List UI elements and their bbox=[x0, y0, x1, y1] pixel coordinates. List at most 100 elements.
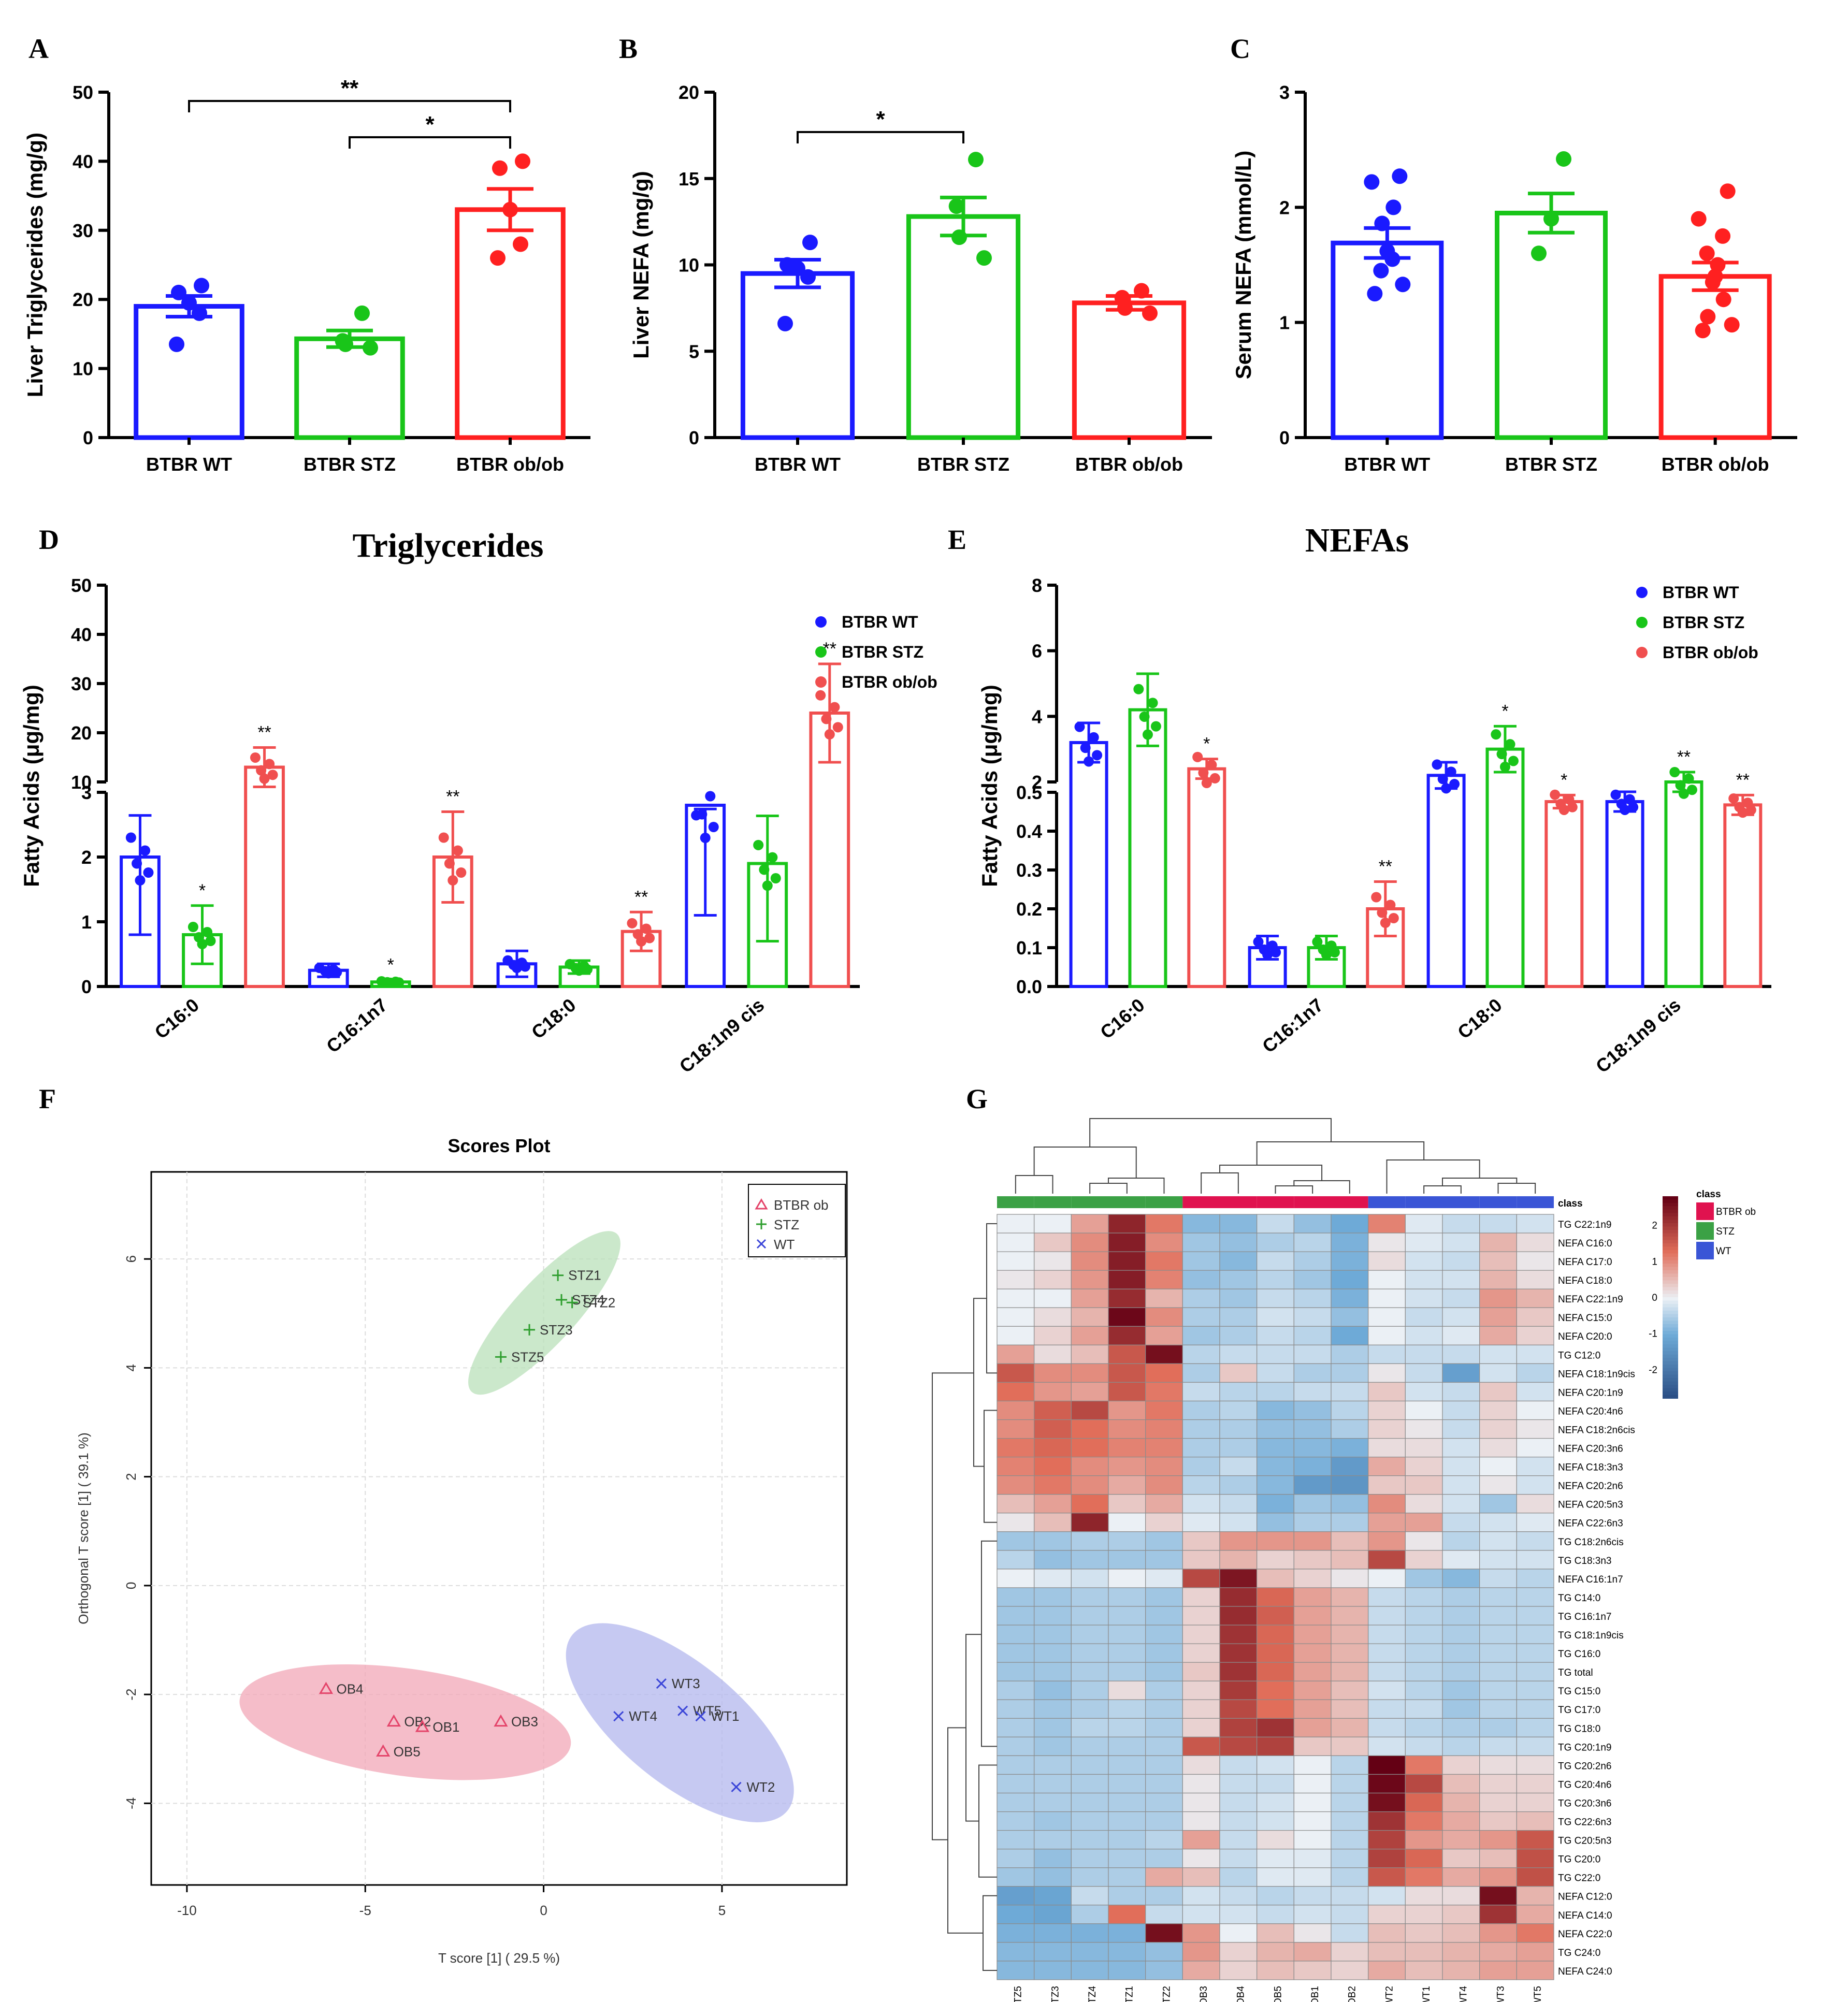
heatmap-cell bbox=[1071, 1569, 1109, 1588]
data-point bbox=[171, 284, 186, 300]
heatmap-cell bbox=[1405, 1755, 1443, 1775]
data-point bbox=[444, 858, 455, 869]
heatmap-cell bbox=[1405, 1457, 1443, 1476]
y-tick-label: 0.2 bbox=[1016, 898, 1042, 920]
heatmap-cell bbox=[1034, 1905, 1072, 1924]
heatmap-cell bbox=[1219, 1270, 1258, 1289]
heatmap-cell bbox=[1257, 1811, 1294, 1831]
row-label: NEFA C20:3n6 bbox=[1558, 1444, 1623, 1455]
heatmap-cell bbox=[1479, 1232, 1517, 1252]
heatmap-cell bbox=[1479, 1344, 1517, 1364]
heatmap-cell bbox=[1182, 1326, 1220, 1345]
bar bbox=[1658, 274, 1772, 440]
heatmap-cell bbox=[1293, 1830, 1332, 1850]
heatmap-cell bbox=[1405, 1400, 1443, 1420]
category-label: C16:0 bbox=[151, 994, 203, 1043]
column-dendrogram bbox=[1089, 1183, 1128, 1194]
heatmap-cell bbox=[1331, 1792, 1369, 1812]
heatmap-cell bbox=[1108, 1718, 1146, 1737]
heatmap-cell bbox=[997, 1830, 1035, 1850]
heatmap-cell bbox=[1182, 1214, 1220, 1234]
data-point bbox=[1675, 780, 1686, 791]
heatmap-cell bbox=[1182, 1643, 1220, 1663]
heatmap-cell bbox=[1368, 1811, 1406, 1831]
heatmap-cell bbox=[1368, 1942, 1406, 1962]
heatmap-cell bbox=[1368, 1662, 1406, 1681]
score-point bbox=[376, 1744, 391, 1757]
heatmap-cell bbox=[1368, 1830, 1406, 1850]
data-point bbox=[1720, 183, 1736, 199]
data-point bbox=[143, 867, 154, 878]
heatmap-cell bbox=[1331, 1438, 1369, 1458]
heatmap-cell bbox=[1293, 1587, 1332, 1607]
heatmap-cell bbox=[1479, 1643, 1517, 1663]
heatmap-cell bbox=[1108, 1307, 1146, 1327]
heatmap-cell bbox=[1405, 1307, 1443, 1327]
heatmap-cell bbox=[1405, 1905, 1443, 1924]
heatmap-cell bbox=[1071, 1214, 1109, 1234]
scale-cell bbox=[1663, 1220, 1678, 1224]
heatmap-cell bbox=[1293, 1849, 1332, 1868]
heatmap-cell bbox=[1145, 1400, 1183, 1420]
legend-label: STZ bbox=[1716, 1226, 1735, 1237]
heatmap-cell bbox=[1331, 1942, 1369, 1962]
heatmap-cell bbox=[1479, 1475, 1517, 1495]
column-label: STZ3 bbox=[1050, 1986, 1061, 2002]
row-dendrogram bbox=[932, 1372, 974, 1840]
column-dendrogram bbox=[1293, 1180, 1350, 1194]
row-label: TG C18:1n9cis bbox=[1558, 1630, 1624, 1641]
data-point bbox=[1558, 804, 1569, 815]
significance-label: ** bbox=[341, 76, 359, 101]
heatmap-cell bbox=[1293, 1494, 1332, 1514]
heatmap-cell bbox=[1516, 1270, 1554, 1289]
data-point bbox=[627, 918, 638, 929]
heatmap-cell bbox=[1331, 1307, 1369, 1327]
heatmap-cell bbox=[1479, 1457, 1517, 1476]
heatmap-cell bbox=[1257, 1606, 1294, 1626]
row-label: TG C15:0 bbox=[1558, 1686, 1600, 1697]
heatmap-cell bbox=[1071, 1905, 1109, 1924]
heatmap-cell bbox=[1331, 1774, 1369, 1794]
legend-label: BTBR STZ bbox=[1663, 613, 1744, 632]
heatmap-cell bbox=[1219, 1942, 1258, 1962]
bar bbox=[244, 765, 285, 988]
category-label: C16:0 bbox=[1096, 994, 1148, 1043]
class-bar-cell bbox=[1405, 1196, 1442, 1209]
heatmap-cell bbox=[997, 1214, 1035, 1234]
heatmap-cell bbox=[1368, 1475, 1406, 1495]
heatmap-cell bbox=[1368, 1326, 1406, 1345]
heatmap-cell bbox=[1182, 1438, 1220, 1458]
heatmap-cell bbox=[1034, 1680, 1072, 1700]
heatmap-cell bbox=[997, 1344, 1035, 1364]
heatmap-cell bbox=[1257, 1680, 1294, 1700]
heatmap-cell bbox=[1442, 1288, 1480, 1308]
column-dendrogram bbox=[1015, 1175, 1053, 1194]
column-dendrogram bbox=[1219, 1165, 1323, 1181]
y-tick-label: 1 bbox=[81, 911, 92, 933]
heatmap-cell bbox=[1479, 1755, 1517, 1775]
heatmap-cell bbox=[1071, 1774, 1109, 1794]
heatmap-cell bbox=[1257, 1905, 1294, 1924]
bar bbox=[1544, 800, 1584, 988]
heatmap-cell bbox=[1405, 1662, 1443, 1681]
heatmap-cell bbox=[1145, 1961, 1183, 1980]
heatmap-cell bbox=[1442, 1232, 1480, 1252]
scale-cell bbox=[1663, 1317, 1678, 1322]
heatmap-cell bbox=[1257, 1923, 1294, 1943]
heatmap-cell bbox=[1479, 1438, 1517, 1458]
x-tick-label: 0 bbox=[540, 1903, 547, 1918]
data-point bbox=[1117, 300, 1133, 316]
heatmap-cell bbox=[1219, 1531, 1258, 1551]
data-point bbox=[1271, 947, 1281, 958]
point-label: OB1 bbox=[432, 1719, 459, 1735]
heatmap-cell bbox=[1182, 1624, 1220, 1644]
legend-marker bbox=[1636, 647, 1648, 658]
scale-cell bbox=[1663, 1381, 1678, 1385]
heatmap-cell bbox=[1331, 1344, 1369, 1364]
heatmap-cell bbox=[1405, 1382, 1443, 1402]
heatmap-cell bbox=[1071, 1270, 1109, 1289]
x-tick-label: -5 bbox=[359, 1903, 371, 1918]
heatmap-cell bbox=[1182, 1905, 1220, 1924]
data-point bbox=[331, 967, 342, 978]
scale-cell bbox=[1663, 1300, 1678, 1304]
